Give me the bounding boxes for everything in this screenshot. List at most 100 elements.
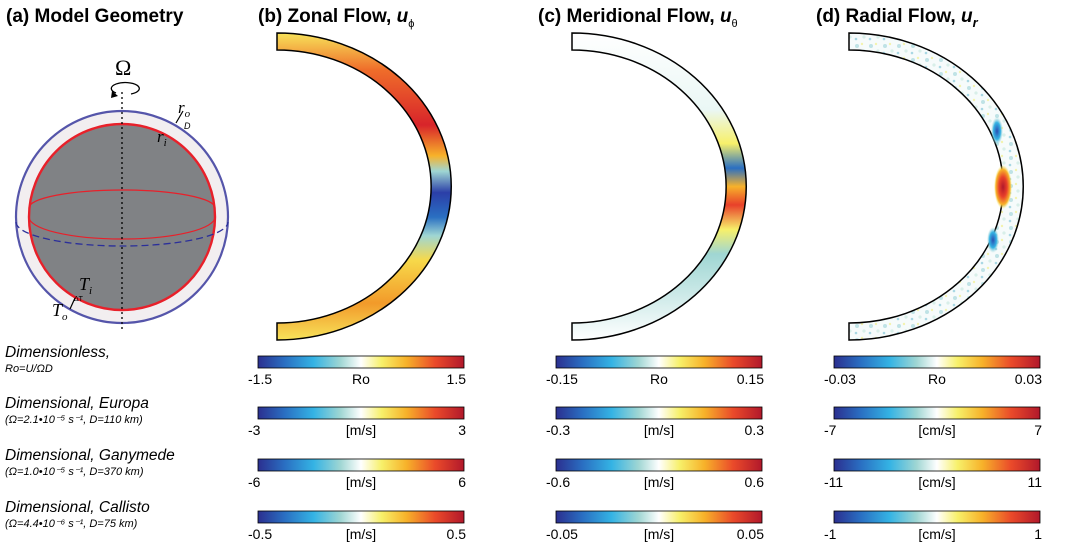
- meridional-shell: [571, 32, 747, 341]
- colorbar-unit-label: [m/s]: [345, 526, 377, 542]
- panel-b-label: (b): [258, 6, 283, 27]
- panel-b-subscript: ϕ: [408, 17, 415, 30]
- row-label-main: Dimensional, Ganymede: [5, 447, 175, 464]
- panel-d-symbol: u: [960, 6, 973, 27]
- colorbar-min-label: -0.5: [248, 526, 273, 542]
- panel-c-title-text: Meridional Flow,: [566, 6, 715, 27]
- row-label-sub: (Ω=1.0•10⁻⁵ s⁻¹, D=370 km): [5, 466, 144, 478]
- colorbar-unit-label: Ro: [928, 371, 946, 387]
- row-label-sub: (Ω=2.1•10⁻⁵ s⁻¹, D=110 km): [5, 414, 143, 426]
- colorbar-unit-label: [m/s]: [345, 422, 377, 438]
- colorbar-unit-label: [m/s]: [643, 422, 675, 438]
- colorbar-c: [555, 406, 763, 420]
- colorbar-min-label: -1.5: [248, 371, 273, 387]
- colorbar-c: [555, 355, 763, 369]
- colorbar-min-label: -0.03: [824, 371, 856, 387]
- row-label-sub: (Ω=4.4•10⁻⁶ s⁻¹, D=75 km): [5, 518, 138, 530]
- panel-c-subscript: θ: [731, 17, 738, 30]
- dt-marker: [69, 297, 76, 310]
- radial-downwelling-south: [987, 227, 999, 253]
- colorbar-min-label: -0.15: [546, 371, 578, 387]
- colorbar-max-label: 0.6: [744, 474, 764, 490]
- colorbar-max-label: 3: [458, 422, 466, 438]
- colorbar-unit-label: [cm/s]: [918, 526, 956, 542]
- panel-c-title: (c) Meridional Flow, uθ: [538, 6, 738, 30]
- panel-d-label: (d): [816, 6, 841, 27]
- colorbar-max-label: 1: [1034, 526, 1042, 542]
- colorbar-unit-label: [m/s]: [345, 474, 377, 490]
- panel-b-title: (b) Zonal Flow, uϕ: [258, 6, 414, 30]
- colorbar-min-label: -7: [824, 422, 837, 438]
- colorbar-max-label: 1.5: [446, 371, 466, 387]
- core-equator-back: [28, 189, 216, 209]
- colorbar-max-label: 0.15: [736, 371, 764, 387]
- row-label: Dimensional, Callisto (Ω=4.4•10⁻⁶ s⁻¹, D=…: [5, 499, 150, 531]
- colorbar-b: [257, 510, 465, 524]
- row-label-main: Dimensional, Callisto: [5, 499, 150, 516]
- colorbar-unit-label: [cm/s]: [918, 474, 956, 490]
- colorbar-unit-label: Ro: [352, 371, 370, 387]
- colorbar-min-label: -3: [248, 422, 261, 438]
- panel-d-title: (d) Radial Flow, ur: [816, 6, 978, 30]
- colorbar-max-label: 7: [1034, 422, 1042, 438]
- colorbar-max-label: 11: [1027, 474, 1042, 490]
- panel-b-symbol: u: [396, 6, 409, 27]
- colorbar-min-label: -1: [824, 526, 837, 542]
- colorbar-d: [833, 355, 1041, 369]
- panel-d-title-text: Radial Flow,: [845, 6, 956, 27]
- radial-downwelling-north: [991, 117, 1003, 145]
- colorbar-max-label: 6: [458, 474, 466, 490]
- colorbar-min-label: -0.3: [546, 422, 571, 438]
- colorbars: [257, 355, 1041, 524]
- colorbar-d: [833, 406, 1041, 420]
- colorbar-max-label: 0.3: [744, 422, 764, 438]
- zonal-shell: [276, 32, 452, 341]
- r-i-label: ri: [157, 127, 167, 149]
- colorbar-unit-label: [cm/s]: [918, 422, 956, 438]
- row-label: Dimensionless, Ro=U/ΩD: [5, 344, 110, 376]
- radial-upwelling: [994, 165, 1012, 209]
- row-label-sub: Ro=U/ΩD: [5, 363, 53, 375]
- panel-b-title-text: Zonal Flow,: [287, 6, 392, 27]
- row-label-main: Dimensional, Europa: [5, 395, 149, 412]
- colorbar-unit-label: Ro: [650, 371, 668, 387]
- colorbar-unit-label: [m/s]: [643, 526, 675, 542]
- d-marker: [175, 110, 184, 124]
- dt-label: ΔT: [74, 296, 84, 303]
- r-o-label: ro: [178, 98, 191, 120]
- row-label: Dimensional, Ganymede (Ω=1.0•10⁻⁵ s⁻¹, D=…: [5, 447, 175, 479]
- t-i-label: Ti: [79, 274, 92, 297]
- colorbar-max-label: 0.5: [446, 526, 466, 542]
- rotation-arrowhead: [111, 91, 118, 98]
- colorbar-max-label: 0.05: [736, 526, 764, 542]
- panel-a-title-text: Model Geometry: [34, 6, 184, 27]
- colorbar-b: [257, 355, 465, 369]
- omega-label: Ω: [115, 55, 131, 80]
- colorbar-min-label: -0.05: [546, 526, 578, 542]
- colorbar-min-label: -6: [248, 474, 261, 490]
- row-label: Dimensional, Europa (Ω=2.1•10⁻⁵ s⁻¹, D=11…: [5, 395, 149, 427]
- panel-c-symbol: u: [719, 6, 732, 27]
- colorbar-max-label: 0.03: [1014, 371, 1042, 387]
- panel-a-label: (a): [6, 6, 30, 27]
- colorbar-c: [555, 510, 763, 524]
- radial-shell: [848, 32, 1024, 341]
- panel-d-subscript: r: [972, 14, 978, 30]
- t-o-label: To: [52, 300, 68, 323]
- colorbar-min-label: -11: [824, 474, 844, 490]
- colorbar-min-label: -0.6: [546, 474, 571, 490]
- colorbar-b: [257, 406, 465, 420]
- colorbar-d: [833, 458, 1041, 472]
- panel-c-label: (c): [538, 6, 562, 27]
- colorbar-b: [257, 458, 465, 472]
- colorbar-d: [833, 510, 1041, 524]
- radial-flow-plot: [848, 32, 1024, 341]
- meridional-flow-plot: [571, 32, 747, 341]
- row-label-main: Dimensionless,: [5, 344, 111, 361]
- panel-a-title: (a) Model Geometry: [6, 6, 183, 28]
- model-geometry-diagram: Ω ro D ri Ti ΔT To: [14, 55, 230, 330]
- zonal-flow-plot: [276, 32, 452, 341]
- d-label: D: [184, 121, 191, 131]
- colorbar-unit-label: [m/s]: [643, 474, 675, 490]
